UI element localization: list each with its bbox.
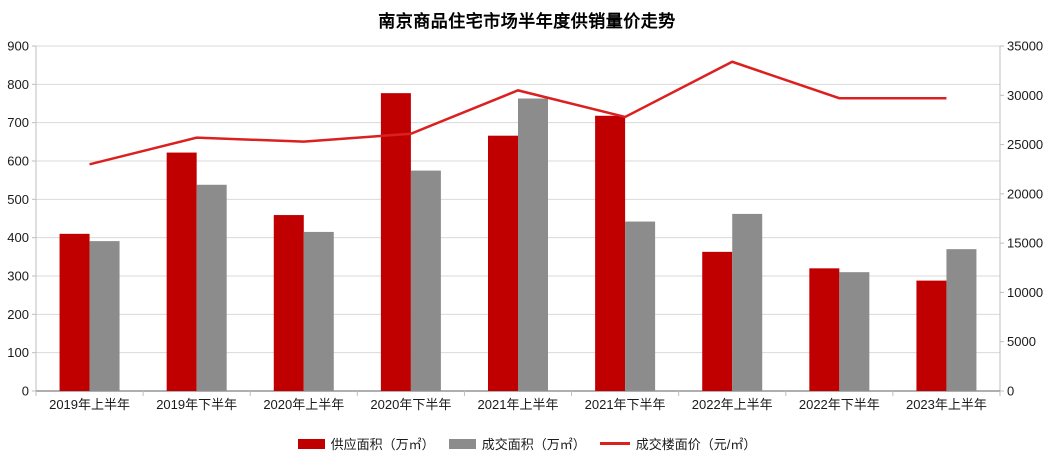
legend-item-supply-area: 供应面积（万㎡） — [297, 434, 435, 453]
left-axis-tick-label: 100 — [7, 345, 29, 360]
bar-transaction-area — [303, 231, 334, 391]
legend-item-floor-price: 成交楼面价（元/㎡） — [599, 434, 757, 453]
left-axis-tick-label: 800 — [7, 77, 29, 92]
x-axis-category-label: 2022年上半年 — [692, 397, 773, 412]
legend-bar-swatch-icon — [448, 438, 476, 449]
left-axis-tick-label: 300 — [7, 269, 29, 284]
legend-label: 供应面积（万㎡） — [330, 437, 435, 452]
x-axis-category-label: 2021年下半年 — [585, 397, 666, 412]
trend-line-floor-price — [89, 60, 947, 166]
bar-transaction-area — [625, 221, 656, 391]
x-axis-category-label: 2019年上半年 — [49, 397, 130, 412]
right-axis-tick-label: 30000 — [1007, 88, 1043, 103]
right-axis-tick-label: 10000 — [1007, 285, 1043, 300]
bar-transaction-area — [839, 272, 870, 391]
chart-plot-area: 0 100 200 300 400 500 600 700 800 900 0 5000 10000 15… — [7, 39, 1043, 413]
chart-legend: 供应面积（万㎡） 成交面积（万㎡） 成交楼面价（元/㎡） — [0, 434, 1054, 453]
bar-supply-area — [273, 215, 304, 391]
right-axis-tick-label: 15000 — [1007, 236, 1043, 251]
bar-supply-area — [59, 233, 90, 391]
bar-transaction-area — [946, 249, 977, 391]
bar-supply-area — [166, 152, 197, 391]
x-axis-category-label: 2023年上半年 — [906, 397, 987, 412]
legend-item-transaction-area: 成交面积（万㎡） — [448, 434, 586, 453]
right-axis-tick-label: 20000 — [1007, 186, 1043, 201]
legend-label: 成交面积（万㎡） — [481, 437, 586, 452]
left-axis-tick-label: 0 — [22, 384, 29, 399]
bar-transaction-area — [732, 213, 763, 391]
left-axis-tick-label: 600 — [7, 154, 29, 169]
bar-transaction-area — [410, 170, 441, 391]
legend-label: 成交楼面价（元/㎡） — [635, 437, 757, 452]
right-axis-tick-label: 5000 — [1007, 334, 1036, 349]
bar-supply-area — [488, 135, 518, 391]
legend-line-swatch-icon — [599, 442, 630, 445]
bar-transaction-area — [89, 241, 120, 391]
x-axis-category-label: 2019年下半年 — [156, 397, 237, 412]
bar-supply-area — [380, 93, 411, 392]
bar-supply-area — [809, 268, 840, 391]
left-axis-tick-label: 200 — [7, 307, 29, 322]
bar-supply-area — [702, 251, 733, 391]
bar-transaction-area — [196, 184, 227, 391]
left-axis-tick-label: 900 — [7, 39, 29, 54]
x-axis-category-label: 2022年下半年 — [799, 397, 880, 412]
chart-title: 南京商品住宅市场半年度供销量价走势 — [378, 12, 676, 31]
bar-supply-area — [916, 280, 947, 391]
x-axis-category-label: 2021年上半年 — [478, 397, 559, 412]
right-axis-tick-label: 0 — [1007, 384, 1014, 399]
right-axis-tick-label: 35000 — [1007, 39, 1043, 54]
bar-supply-area — [595, 115, 626, 392]
right-axis-tick-label: 25000 — [1007, 137, 1043, 152]
bar-transaction-area — [518, 98, 548, 392]
left-axis-tick-label: 700 — [7, 115, 29, 130]
x-axis-category-label: 2020年上半年 — [263, 397, 344, 412]
x-axis-category-label: 2020年下半年 — [370, 397, 451, 412]
left-axis-tick-label: 400 — [7, 230, 29, 245]
legend-bar-swatch-icon — [297, 438, 325, 449]
left-axis-tick-label: 500 — [7, 192, 29, 207]
